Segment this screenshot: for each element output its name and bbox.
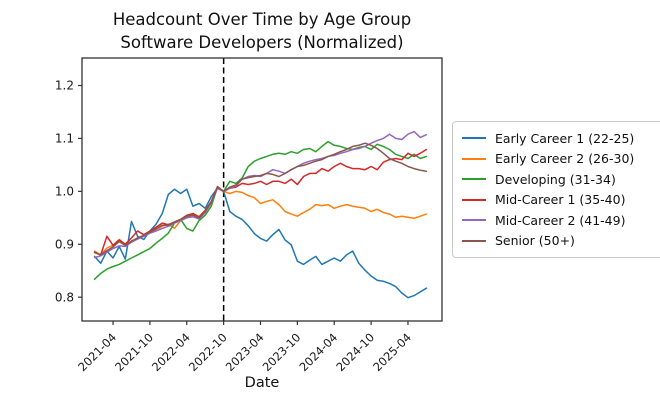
legend: Early Career 1 (22-25) Early Career 2 (2…: [452, 121, 660, 258]
legend-item: Senior (50+): [462, 231, 656, 252]
legend-line-swatch: [462, 137, 486, 140]
chart-title-line1: Headcount Over Time by Age Group: [112, 10, 412, 29]
y-tick-label: 0.9: [55, 237, 74, 251]
legend-item: Mid-Career 1 (35-40): [462, 190, 656, 211]
x-axis-title: Date: [244, 375, 280, 391]
x-tick-label: 2022-10: [186, 330, 230, 374]
x-tick-label: 2022-04: [149, 330, 193, 374]
legend-item: Early Career 1 (22-25): [462, 128, 656, 149]
legend-line-swatch: [462, 157, 486, 160]
legend-line-swatch: [462, 219, 486, 222]
legend-item: Mid-Career 2 (41-49): [462, 210, 656, 231]
legend-label: Developing (31-34): [495, 171, 616, 187]
legend-label: Senior (50+): [495, 233, 575, 249]
x-tick-label: 2023-04: [223, 330, 267, 374]
legend-line-swatch: [462, 239, 486, 242]
x-tick-label: 2021-04: [75, 330, 119, 374]
series-line-early-career-1-22-25: [93, 187, 428, 299]
series-line-senior-50: [93, 142, 428, 256]
series-line-mid-career-1-35-40: [93, 148, 428, 256]
x-tick-label: 2024-10: [333, 330, 377, 374]
y-tick-label: 0.8: [55, 290, 74, 304]
legend-label: Early Career 2 (26-30): [495, 151, 635, 167]
axes-frame: [81, 57, 443, 322]
legend-item: Early Career 2 (26-30): [462, 149, 656, 170]
y-tick-label: 1.1: [55, 132, 74, 146]
x-tick-label: 2023-10: [260, 330, 304, 374]
legend-label: Mid-Career 1 (35-40): [495, 192, 626, 208]
x-tick-label: 2021-10: [112, 330, 156, 374]
legend-label: Mid-Career 2 (41-49): [495, 212, 626, 228]
x-tick-label: 2024-04: [296, 330, 340, 374]
y-tick-label: 1.2: [55, 79, 74, 93]
legend-label: Early Career 1 (22-25): [495, 130, 635, 146]
chart-title-line2: Software Developers (Normalized): [120, 33, 404, 52]
series-line-early-career-2-26-30: [93, 186, 428, 256]
legend-line-swatch: [462, 198, 486, 201]
legend-line-swatch: [462, 178, 486, 181]
chart-title: Headcount Over Time by Age Group Softwar…: [62, 8, 462, 54]
legend-item: Developing (31-34): [462, 169, 656, 190]
x-tick-label: 2025-04: [370, 330, 414, 374]
y-tick-label: 1.0: [55, 185, 74, 199]
series-line-mid-career-2-41-49: [93, 130, 428, 259]
series-line-developing-31-34: [93, 140, 428, 280]
